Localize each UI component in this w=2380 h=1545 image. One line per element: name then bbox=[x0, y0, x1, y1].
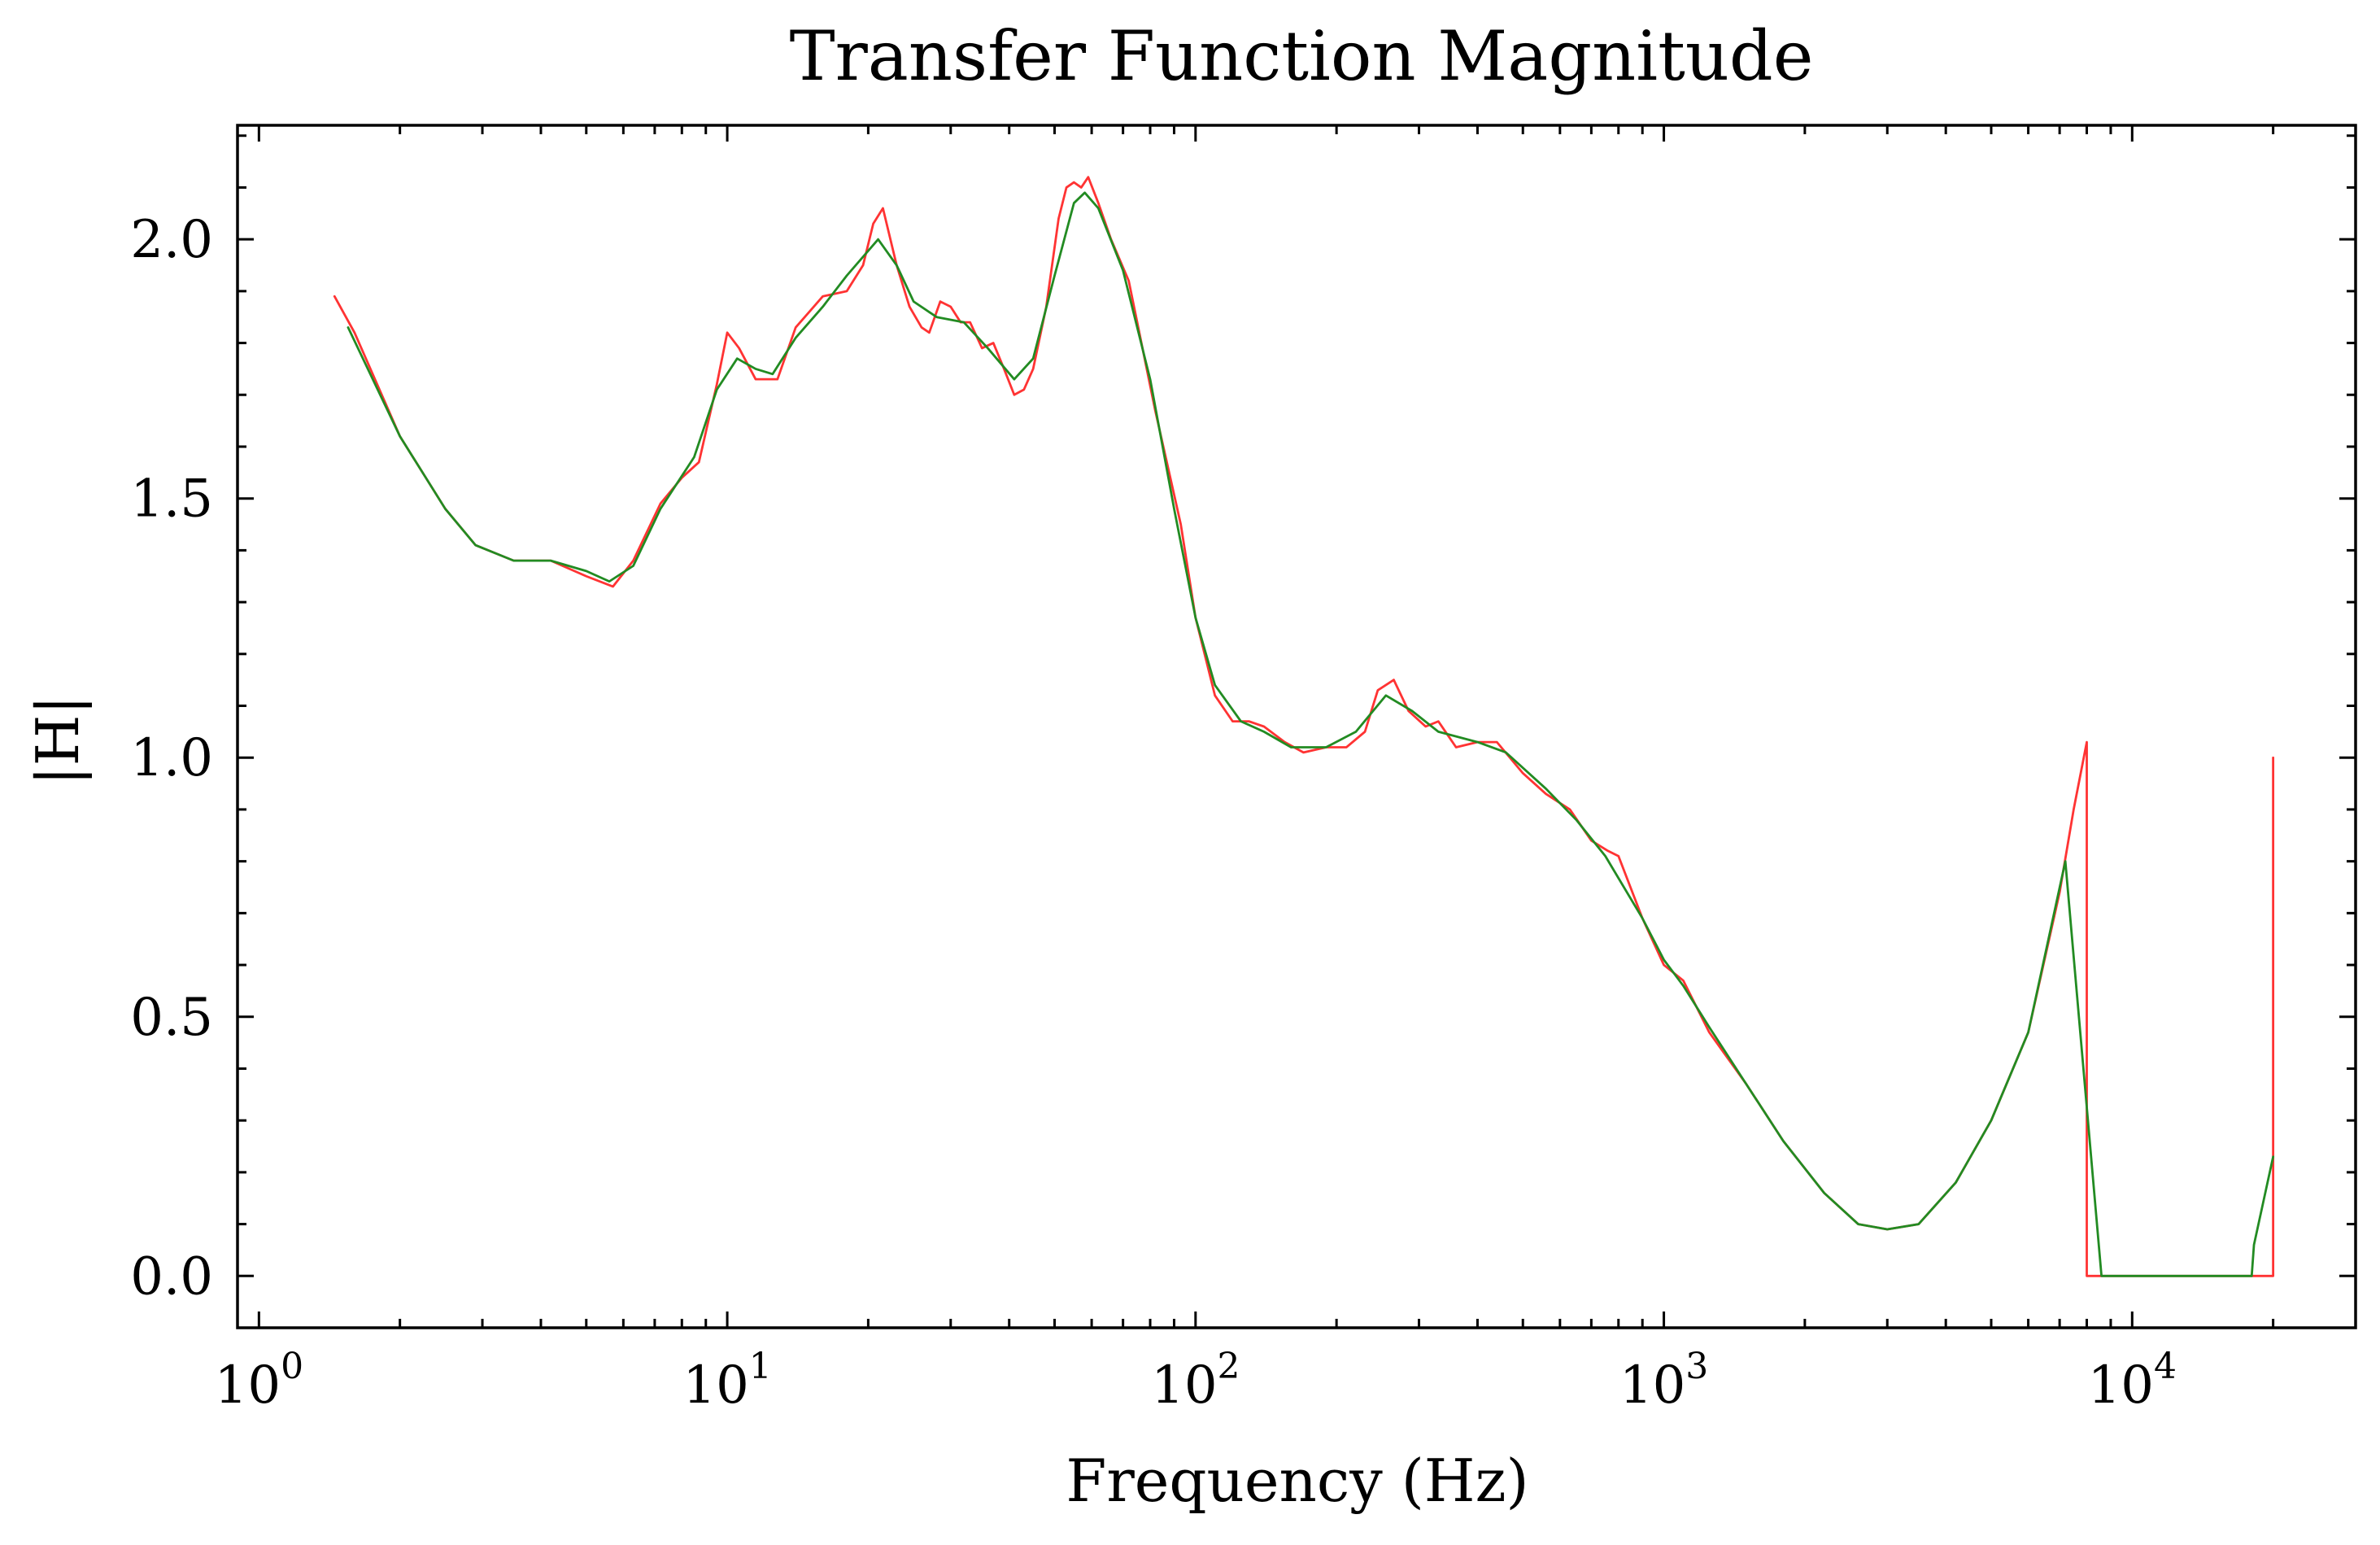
y-tick-label: 0.5 bbox=[130, 988, 213, 1048]
plot-frame bbox=[236, 124, 2357, 1329]
x-tick-label: 100 bbox=[215, 1346, 303, 1416]
y-axis-label: |H| bbox=[24, 695, 92, 785]
x-tick-label: 103 bbox=[1619, 1346, 1708, 1416]
x-tick-label: 102 bbox=[1151, 1346, 1240, 1416]
plot-area bbox=[333, 176, 2275, 1277]
x-tick-label: 104 bbox=[2088, 1346, 2177, 1416]
series-line-2 bbox=[347, 191, 2275, 1277]
chart-title: Transfer Function Magnitude bbox=[790, 16, 1814, 96]
y-tick-label: 0.0 bbox=[130, 1246, 213, 1307]
y-tick-label: 1.5 bbox=[130, 469, 213, 530]
axis-ticks: 100 101 102 103 104 0.0 0.5 1.0 1.5 2.0 bbox=[130, 125, 2357, 1416]
y-tick-label: 1.0 bbox=[130, 728, 213, 788]
x-axis-label: Frequency (Hz) bbox=[1066, 1447, 1528, 1515]
x-tick-label: 101 bbox=[682, 1346, 771, 1416]
y-tick-label: 2.0 bbox=[130, 210, 213, 270]
